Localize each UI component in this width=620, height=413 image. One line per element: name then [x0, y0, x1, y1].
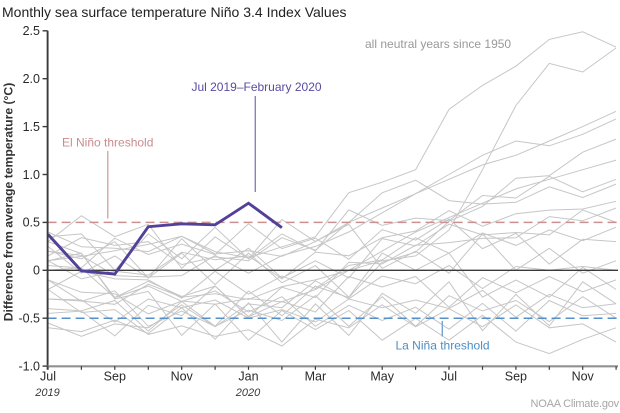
svg-text:-1.0: -1.0	[18, 359, 40, 373]
svg-text:Jul 2019–February 2020: Jul 2019–February 2020	[191, 80, 321, 94]
svg-text:2019: 2019	[34, 387, 59, 399]
svg-text:Jul: Jul	[40, 370, 56, 384]
svg-text:all neutral years since 1950: all neutral years since 1950	[365, 37, 511, 51]
svg-text:2.0: 2.0	[23, 72, 40, 86]
svg-text:0: 0	[33, 264, 40, 278]
svg-text:El Niño threshold: El Niño threshold	[62, 136, 153, 150]
svg-text:Sep: Sep	[104, 370, 126, 384]
svg-text:2020: 2020	[235, 387, 261, 399]
svg-text:0.5: 0.5	[23, 216, 40, 230]
svg-text:Mar: Mar	[305, 370, 327, 384]
svg-text:2.5: 2.5	[23, 24, 40, 38]
svg-text:Jan: Jan	[238, 370, 258, 384]
svg-text:Sep: Sep	[505, 370, 527, 384]
svg-text:Nov: Nov	[572, 370, 595, 384]
svg-text:NOAA Climate.gov: NOAA Climate.gov	[530, 398, 619, 410]
svg-text:May: May	[370, 370, 394, 384]
svg-text:Monthly sea surface temperatur: Monthly sea surface temperature Niño 3.4…	[2, 4, 346, 20]
svg-text:-0.5: -0.5	[18, 312, 40, 326]
svg-text:1.0: 1.0	[23, 168, 40, 182]
svg-text:Jul: Jul	[441, 370, 457, 384]
svg-text:Nov: Nov	[171, 370, 194, 384]
svg-text:Difference from average temper: Difference from average temperature (°C)	[2, 83, 16, 322]
svg-text:1.5: 1.5	[23, 120, 40, 134]
svg-text:La Niña threshold: La Niña threshold	[396, 339, 490, 353]
